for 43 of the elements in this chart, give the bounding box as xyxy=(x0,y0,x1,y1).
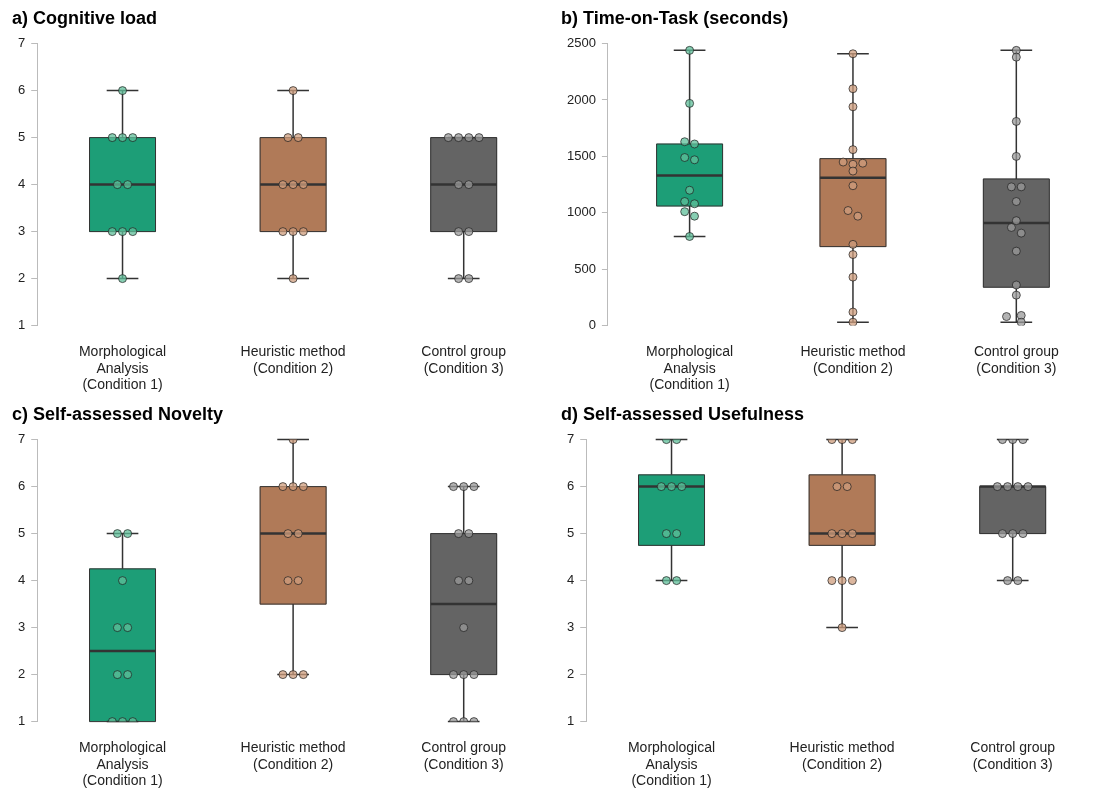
x-tick-label: Heuristic method (Condition 2) xyxy=(240,738,346,772)
x-tick-label: Control group (Condition 3) xyxy=(970,738,1056,772)
x-tick-label: Control group (Condition 3) xyxy=(421,738,507,772)
y-tick-label: 2 xyxy=(18,666,26,682)
y-tick-label: 4 xyxy=(567,572,575,588)
y-tick-label: 1000 xyxy=(567,204,596,220)
x-tick-label: Morphological Analysis (Condition 1) xyxy=(78,342,167,393)
y-tick-label: 2000 xyxy=(567,91,596,107)
y-tick-label: 7 xyxy=(567,431,575,447)
y-tick-label: 6 xyxy=(18,82,26,98)
x-tick-label: Morphological Analysis (Condition 1) xyxy=(78,738,167,789)
y-tick-label: 1500 xyxy=(567,147,596,163)
x-tick-label: Heuristic method (Condition 2) xyxy=(800,342,906,376)
chart-title: a) Cognitive load xyxy=(12,7,158,28)
y-tick-label: 5 xyxy=(18,129,26,145)
y-tick-label: 1 xyxy=(567,713,575,729)
y-tick-label: 6 xyxy=(18,478,26,494)
y-tick-label: 4 xyxy=(18,572,26,588)
y-tick-label: 3 xyxy=(18,619,26,635)
x-tick-label: Heuristic method (Condition 2) xyxy=(789,738,895,772)
y-tick-label: 5 xyxy=(567,525,575,541)
y-tick-label: 4 xyxy=(18,176,26,192)
y-tick-label: 0 xyxy=(588,317,596,333)
y-tick-label: 2 xyxy=(18,270,26,286)
chart-title: c) Self-assessed Novelty xyxy=(12,403,224,424)
x-tick-label: Heuristic method (Condition 2) xyxy=(240,342,346,376)
x-tick-label: Morphological Analysis (Condition 1) xyxy=(646,342,734,393)
y-tick-label: 1 xyxy=(18,317,26,333)
chart-title: d) Self-assessed Usefulness xyxy=(561,403,805,424)
x-tick-label: Control group (Condition 3) xyxy=(421,342,507,376)
y-tick-label: 2500 xyxy=(567,35,596,51)
x-tick-label: Control group (Condition 3) xyxy=(973,342,1059,376)
y-tick-label: 5 xyxy=(18,525,26,541)
y-tick-label: 3 xyxy=(18,223,26,239)
y-tick-label: 500 xyxy=(574,260,596,276)
y-tick-label: 7 xyxy=(18,431,26,447)
y-tick-label: 3 xyxy=(567,619,575,635)
y-tick-label: 7 xyxy=(18,35,26,51)
y-tick-label: 6 xyxy=(567,478,575,494)
y-tick-label: 2 xyxy=(567,666,575,682)
x-tick-label: Morphological Analysis (Condition 1) xyxy=(627,738,716,789)
y-tick-label: 1 xyxy=(18,713,26,729)
chart-title: b) Time-on-Task (seconds) xyxy=(561,7,789,28)
